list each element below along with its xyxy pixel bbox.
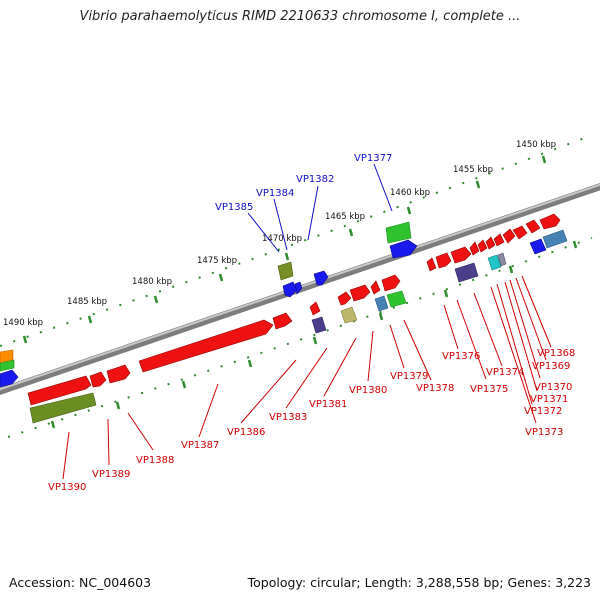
gene-arrow[interactable] [349,284,371,302]
gene-arrow[interactable] [309,301,321,316]
gene-label[interactable]: VP1383 [269,412,307,423]
gene-label[interactable]: VP1375 [470,384,508,395]
accession-text: Accession: NC_004603 [9,575,152,590]
gene-label[interactable]: VP1385 [215,202,253,213]
gene-arrow[interactable] [485,236,496,250]
inner-scale-line [7,237,593,438]
gene-arrow[interactable] [529,238,547,255]
gene-arrow[interactable] [454,262,479,283]
inner-major-ticks [50,240,578,429]
gene-arrow[interactable] [138,319,274,373]
gene-label[interactable]: VP1376 [442,351,480,362]
gene-label[interactable]: VP1371 [530,394,568,405]
gene-label[interactable]: VP1389 [92,469,130,480]
gene-arrow[interactable] [542,229,568,249]
gene-label[interactable]: VP1370 [534,382,572,393]
gene-arrow[interactable] [502,228,516,244]
gene-arrow[interactable] [337,291,352,306]
lower-label-lines [62,275,552,480]
gene-label[interactable]: VP1381 [309,399,347,410]
gene-arrow[interactable] [29,392,97,424]
gene-label[interactable]: VP1377 [354,153,392,164]
gene-arrow[interactable] [370,280,381,295]
lower-genes-other [29,229,568,424]
gene-arrow[interactable] [385,221,412,244]
gene-label[interactable]: VP1373 [525,427,563,438]
gene-label[interactable]: VP1386 [227,427,265,438]
gene-arrow[interactable] [0,359,15,372]
gene-arrow[interactable] [106,364,131,384]
gene-arrow[interactable] [512,225,528,240]
kbp-label: 1475 kbp [197,256,237,266]
kbp-label: 1465 kbp [325,212,365,222]
gene-label[interactable]: VP1374 [486,367,524,378]
gene-arrow[interactable] [272,312,293,330]
gene-label[interactable]: VP1380 [349,385,387,396]
gene-arrow[interactable] [277,261,294,281]
upper-genes [0,221,418,388]
gene-arrow[interactable] [493,233,505,247]
gene-arrow[interactable] [386,290,407,308]
outer-major-ticks [22,155,547,344]
map-title: Vibrio parahaemolyticus RIMD 2210633 chr… [79,9,521,24]
gene-arrow[interactable] [469,241,480,256]
gene-label[interactable]: VP1372 [524,406,562,417]
gene-arrow[interactable] [389,239,418,259]
gene-label[interactable]: VP1379 [390,371,428,382]
gene-arrow[interactable] [381,274,401,292]
gene-label[interactable]: VP1387 [181,440,219,451]
gene-label[interactable]: VP1390 [48,482,86,493]
gene-arrow[interactable] [426,257,437,272]
kbp-label: 1485 kbp [67,297,107,307]
lower-genes [27,213,561,406]
gene-label[interactable]: VP1382 [296,174,334,185]
gene-label[interactable]: VP1384 [256,188,294,199]
gene-label[interactable]: VP1378 [416,383,454,394]
kbp-label: 1450 kbp [516,140,556,150]
kbp-label: 1480 kbp [132,277,172,287]
gene-arrow[interactable] [525,219,541,234]
gene-arrow[interactable] [539,213,561,230]
gene-arrow[interactable] [340,306,358,324]
gene-arrow[interactable] [313,270,329,286]
gene-arrow[interactable] [374,295,389,312]
gene-arrow[interactable] [450,246,472,264]
upper-label-lines [247,163,393,253]
gene-arrow[interactable] [497,252,507,267]
gene-arrow[interactable] [487,254,502,271]
gene-label[interactable]: VP1369 [532,361,570,372]
gene-arrow[interactable] [435,252,452,269]
gene-arrow[interactable] [477,239,488,253]
gene-arrow[interactable] [282,281,298,298]
topology-text: Topology: circular; Length: 3,288,558 bp… [247,575,591,590]
gene-label[interactable]: VP1388 [136,455,174,466]
gene-arrow[interactable] [294,281,303,295]
gene-label[interactable]: VP1368 [537,348,575,359]
kbp-label: 1460 kbp [390,188,430,198]
gene-arrow[interactable] [0,369,19,388]
kbp-label: 1455 kbp [453,165,493,175]
kbp-label: 1470 kbp [262,234,302,244]
gene-arrow[interactable] [27,375,92,406]
gene-arrow[interactable] [89,371,107,388]
gene-arrow[interactable] [311,316,327,334]
kbp-label: 1490 kbp [3,318,43,328]
